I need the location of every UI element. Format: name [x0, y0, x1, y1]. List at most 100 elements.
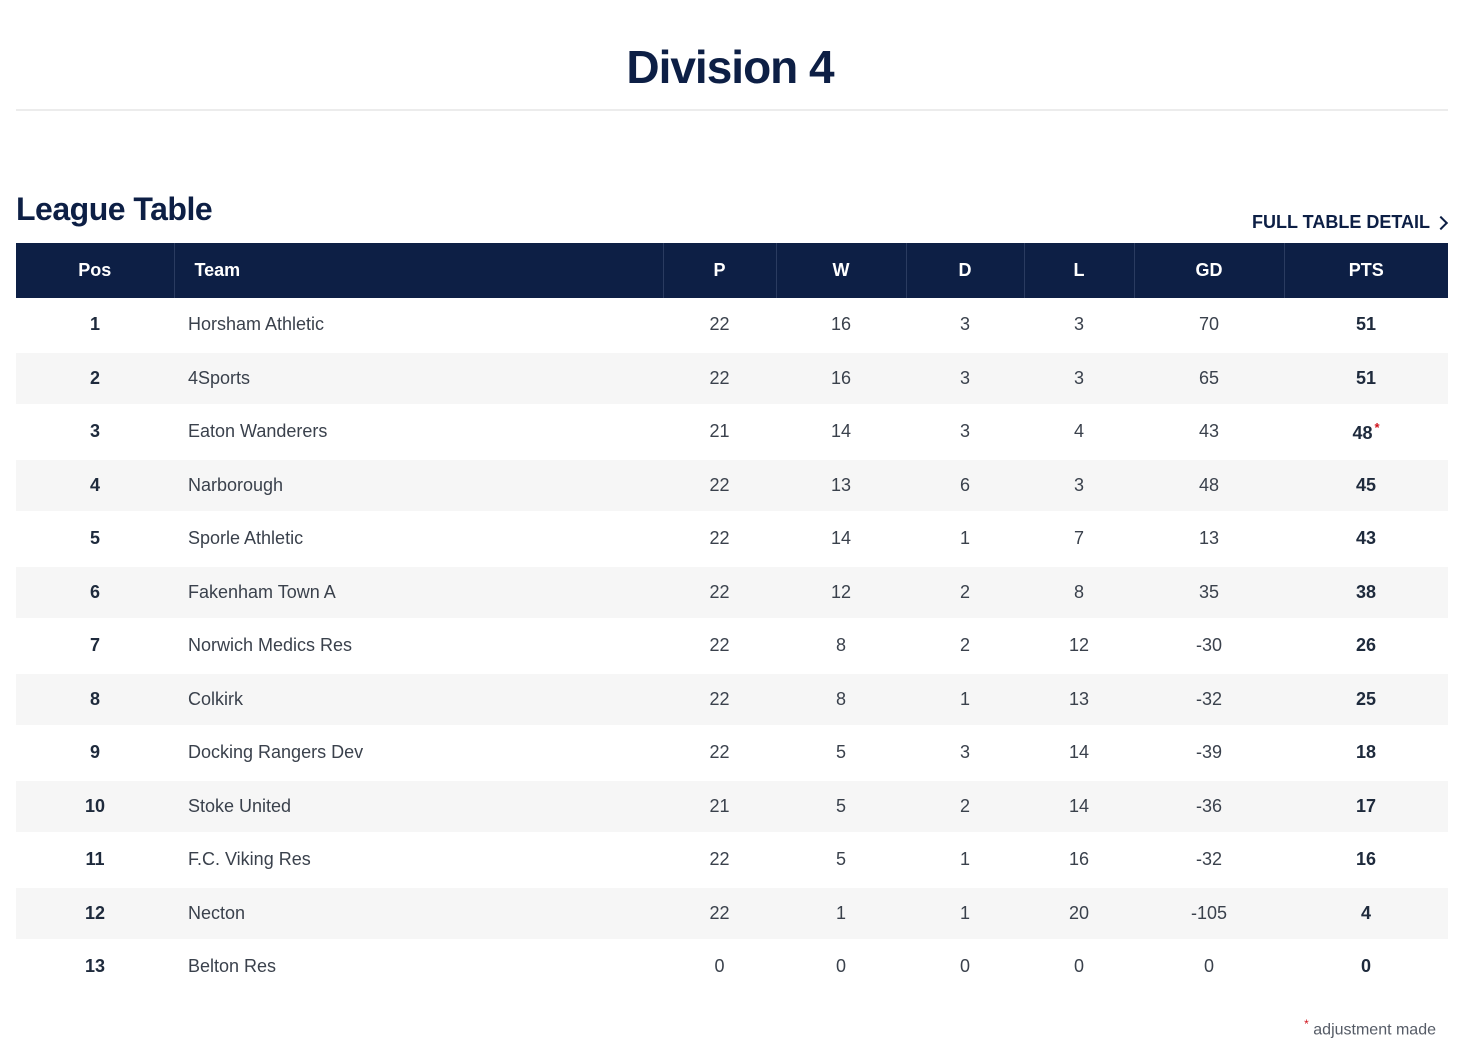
- cell-goal-difference-value: -105: [1190, 902, 1228, 923]
- cell-drawn: 6: [906, 458, 1024, 513]
- cell-team[interactable]: F.C. Viking Res: [174, 833, 663, 888]
- full-table-detail-link[interactable]: FULL TABLE DETAIL: [1252, 210, 1449, 234]
- column-header-drawn[interactable]: D: [906, 243, 1025, 298]
- cell-team[interactable]: Horsham Athletic: [174, 298, 663, 353]
- table-row: 11 F.C. Viking Res 22 5 1 16 -32 16: [16, 833, 1448, 888]
- cell-team[interactable]: Necton: [174, 886, 663, 941]
- column-header-goal-difference[interactable]: GD: [1134, 243, 1285, 298]
- cell-won: 0: [776, 940, 906, 995]
- cell-lost: 3: [1024, 458, 1134, 513]
- cell-won: 16: [776, 351, 906, 406]
- cell-lost: 0: [1024, 940, 1134, 995]
- cell-lost-value: 7: [1073, 528, 1084, 549]
- cell-pos: 4: [16, 458, 174, 513]
- cell-points-value: 45: [1355, 474, 1377, 495]
- cell-won-value: 16: [830, 367, 852, 388]
- cell-goal-difference-value: 13: [1198, 528, 1220, 549]
- cell-team-value: Colkirk: [188, 688, 244, 709]
- cell-pos: 5: [16, 512, 174, 567]
- table-row: 7 Norwich Medics Res 22 8 2 12 -30 26: [16, 619, 1448, 674]
- cell-played: 22: [663, 351, 776, 406]
- table-row: 2 4Sports 22 16 3 3 65 51: [16, 351, 1448, 406]
- cell-team[interactable]: Sporle Athletic: [174, 512, 663, 567]
- cell-won-value: 8: [835, 688, 846, 709]
- cell-won: 8: [776, 672, 906, 727]
- divider: [16, 109, 1448, 111]
- cell-drawn: 1: [906, 833, 1024, 888]
- cell-played: 22: [663, 619, 776, 674]
- cell-goal-difference: 13: [1134, 512, 1284, 567]
- cell-team[interactable]: Norwich Medics Res: [174, 619, 663, 674]
- cell-pos: 9: [16, 726, 174, 781]
- cell-goal-difference: 48: [1134, 458, 1284, 513]
- cell-pos: 11: [16, 833, 174, 888]
- cell-pos-value: 13: [84, 956, 106, 977]
- cell-played-value: 22: [709, 367, 730, 388]
- cell-won: 14: [776, 512, 906, 567]
- cell-goal-difference: -105: [1134, 886, 1284, 941]
- cell-won-value: 5: [835, 795, 846, 816]
- cell-played: 21: [663, 779, 776, 834]
- cell-points: 16: [1284, 833, 1448, 888]
- cell-team[interactable]: Narborough: [174, 458, 663, 513]
- cell-lost-value: 20: [1068, 902, 1090, 923]
- cell-points: 4: [1284, 886, 1448, 941]
- cell-drawn: 1: [906, 886, 1024, 941]
- cell-lost: 3: [1024, 351, 1134, 406]
- cell-goal-difference-value: 48: [1198, 474, 1220, 495]
- cell-lost: 14: [1024, 726, 1134, 781]
- cell-points: 17: [1284, 779, 1448, 834]
- cell-team-value: Sporle Athletic: [188, 528, 304, 549]
- cell-goal-difference: -30: [1134, 619, 1284, 674]
- cell-points-value: 26: [1355, 635, 1377, 656]
- cell-lost: 13: [1024, 672, 1134, 727]
- cell-team[interactable]: Fakenham Town A: [174, 565, 663, 620]
- table-header-row: Pos Team P W D L GD PTS: [16, 243, 1448, 298]
- cell-points-value: 18: [1355, 742, 1377, 763]
- cell-drawn: 3: [906, 298, 1024, 353]
- cell-pos-value: 7: [89, 635, 100, 656]
- cell-points-value: 25: [1355, 688, 1377, 709]
- cell-goal-difference: -36: [1134, 779, 1284, 834]
- table-row: 6 Fakenham Town A 22 12 2 8 35 38: [16, 565, 1448, 620]
- cell-points: 38: [1284, 565, 1448, 620]
- cell-team[interactable]: 4Sports: [174, 351, 663, 406]
- cell-pos-value: 10: [84, 795, 106, 816]
- cell-drawn: 3: [906, 405, 1024, 460]
- column-header-won[interactable]: W: [776, 243, 907, 298]
- cell-played-value: 22: [709, 313, 730, 334]
- cell-drawn: 0: [906, 940, 1024, 995]
- column-header-lost[interactable]: L: [1024, 243, 1135, 298]
- cell-points-value: 16: [1355, 849, 1377, 870]
- cell-pos-value: 6: [89, 581, 100, 602]
- cell-team[interactable]: Docking Rangers Dev: [174, 726, 663, 781]
- cell-points: 18: [1284, 726, 1448, 781]
- column-header-played[interactable]: P: [663, 243, 777, 298]
- cell-points: 43: [1284, 512, 1448, 567]
- column-header-team[interactable]: Team: [174, 243, 664, 298]
- cell-pos-value: 8: [89, 688, 100, 709]
- cell-lost-value: 12: [1068, 635, 1090, 656]
- column-header-pos[interactable]: Pos: [16, 243, 175, 298]
- cell-drawn-value: 0: [959, 956, 970, 977]
- cell-pos-value: 5: [89, 528, 100, 549]
- cell-points: 51: [1284, 351, 1448, 406]
- cell-drawn: 2: [906, 619, 1024, 674]
- cell-team[interactable]: Belton Res: [174, 940, 663, 995]
- cell-won-value: 8: [835, 635, 846, 656]
- cell-goal-difference: -32: [1134, 672, 1284, 727]
- cell-team[interactable]: Eaton Wanderers: [174, 405, 663, 460]
- cell-won: 12: [776, 565, 906, 620]
- cell-lost: 12: [1024, 619, 1134, 674]
- cell-team[interactable]: Colkirk: [174, 672, 663, 727]
- cell-pos: 12: [16, 886, 174, 941]
- cell-points: 51: [1284, 298, 1448, 353]
- cell-drawn-value: 1: [959, 528, 970, 549]
- cell-pos-value: 9: [89, 742, 100, 763]
- column-header-points[interactable]: PTS: [1348, 260, 1384, 280]
- cell-team-value: Horsham Athletic: [188, 313, 325, 334]
- cell-team-value: F.C. Viking Res: [188, 849, 311, 870]
- cell-played-value: 0: [714, 956, 725, 977]
- cell-drawn-value: 2: [959, 795, 970, 816]
- cell-team[interactable]: Stoke United: [174, 779, 663, 834]
